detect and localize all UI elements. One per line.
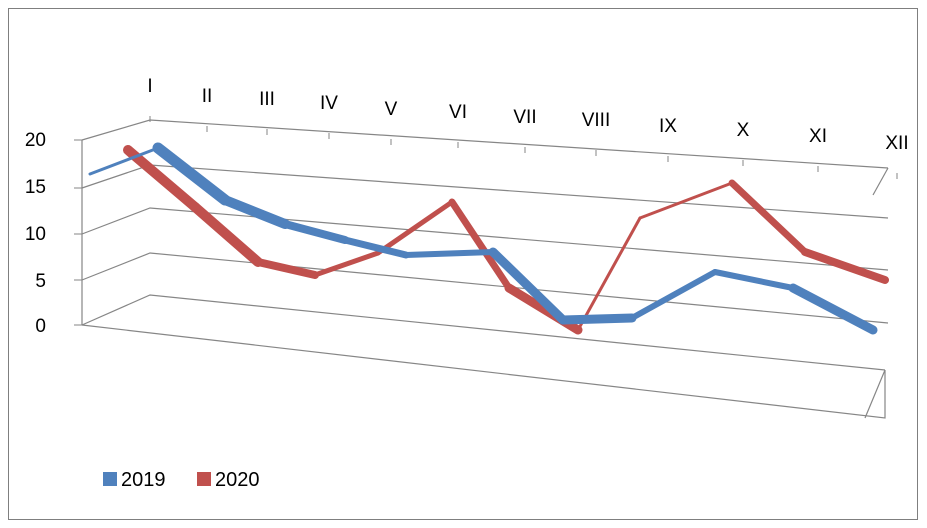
series-2019-segment — [558, 313, 637, 325]
x-tick-label: X — [737, 120, 750, 141]
series-2020-segment — [190, 202, 263, 267]
x-tick-label: I — [147, 76, 152, 97]
series-2019-segment — [629, 269, 718, 321]
series-2020-segment — [801, 248, 889, 284]
series-2019-segment — [712, 269, 796, 291]
series-2019-segment — [403, 249, 496, 258]
legend-label-2019: 2019 — [121, 469, 166, 491]
y-tick-label: 5 — [35, 271, 46, 292]
gridline-0 — [81, 294, 886, 371]
series-2019-segment — [152, 142, 231, 206]
x-tick-label: V — [385, 99, 398, 120]
x-tick-label: XII — [885, 133, 908, 154]
legend-label-2020: 2020 — [215, 469, 260, 491]
x-tick-label: II — [202, 86, 213, 107]
series-2020-segment — [254, 258, 319, 279]
x-tick-label: VII — [513, 107, 536, 128]
x-tick-label: VI — [449, 102, 467, 123]
gridline-5 — [81, 252, 889, 324]
floor-front-edge — [81, 324, 886, 419]
series-2019-segment — [281, 220, 349, 244]
gridline-10 — [81, 207, 889, 271]
series-2019-segment — [488, 247, 568, 325]
y-tick-label: 10 — [25, 224, 46, 245]
y-tick-label: 15 — [25, 177, 46, 198]
series-2020-segment — [123, 145, 200, 212]
series-2020-segment — [728, 179, 809, 256]
x-tick-label: VIII — [582, 110, 611, 131]
x-tick-label: XI — [809, 126, 827, 147]
x-tick-label: IV — [320, 93, 338, 114]
series-2019-segment — [788, 283, 878, 335]
series-2020-segment — [576, 216, 642, 332]
legend-swatch-2019 — [103, 472, 117, 486]
floor-right-edge — [864, 369, 886, 419]
series-2020-segment — [638, 181, 734, 220]
gridline-20 — [81, 119, 889, 169]
x-tick-label: IX — [659, 116, 677, 137]
series-2019-segment — [220, 195, 290, 229]
y-tick-label: 0 — [35, 316, 46, 337]
series-2019-segment — [88, 146, 160, 176]
legend-swatch-2020 — [197, 472, 211, 486]
series-2019-segment — [341, 236, 410, 259]
right-top-edge — [872, 167, 889, 196]
series-2020-segment — [375, 199, 455, 256]
x-tick-label: III — [259, 89, 275, 110]
chart-frame — [8, 8, 918, 520]
series-2020-segment — [448, 198, 513, 292]
y-tick-label: 20 — [25, 130, 46, 151]
series-2020-segment — [312, 250, 381, 278]
